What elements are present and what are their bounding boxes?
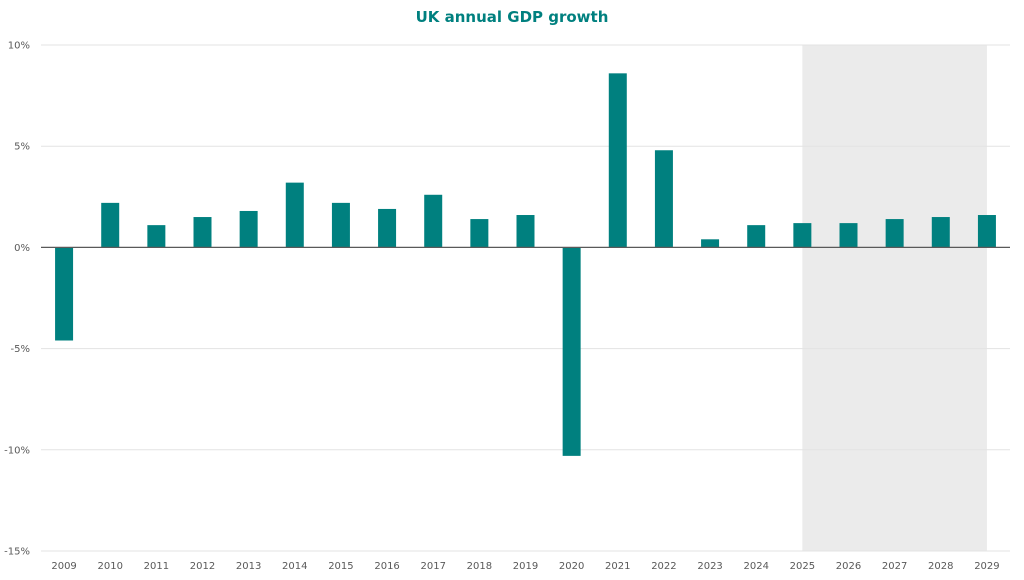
bar-2029 xyxy=(977,215,996,248)
bar-2011 xyxy=(147,225,166,248)
bar-2017 xyxy=(424,194,443,248)
bar-2019 xyxy=(516,215,535,248)
bar-2025 xyxy=(793,223,812,248)
bar-2016 xyxy=(378,208,397,248)
bar-2009 xyxy=(55,247,74,341)
x-tick-label: 2018 xyxy=(467,561,492,572)
bar-2027 xyxy=(885,219,904,248)
bar-2028 xyxy=(931,217,950,248)
x-tick-label: 2011 xyxy=(144,561,169,572)
y-tick-label: 10% xyxy=(8,41,30,52)
y-tick-label: 5% xyxy=(14,142,30,153)
bar-2024 xyxy=(747,225,766,248)
y-tick-label: 0% xyxy=(14,243,30,254)
x-tick-label: 2017 xyxy=(420,561,445,572)
x-tick-label: 2021 xyxy=(605,561,630,572)
bar-2020 xyxy=(562,247,581,456)
y-tick-label: -15% xyxy=(4,547,30,558)
x-tick-label: 2014 xyxy=(282,561,307,572)
x-tick-label: 2028 xyxy=(928,561,953,572)
x-tick-label: 2009 xyxy=(51,561,76,572)
chart-title: UK annual GDP growth xyxy=(415,8,609,26)
x-tick-label: 2025 xyxy=(790,561,815,572)
x-tick-label: 2016 xyxy=(374,561,399,572)
bar-2012 xyxy=(193,217,212,248)
y-tick-label: -10% xyxy=(4,445,30,456)
x-tick-label: 2010 xyxy=(97,561,122,572)
bar-2013 xyxy=(239,210,258,248)
y-tick-label: -5% xyxy=(11,344,30,355)
x-tick-label: 2023 xyxy=(697,561,722,572)
x-tick-label: 2024 xyxy=(743,561,768,572)
bar-2021 xyxy=(608,73,627,248)
x-tick-label: 2022 xyxy=(651,561,676,572)
bar-2023 xyxy=(701,239,720,248)
x-tick-label: 2027 xyxy=(882,561,907,572)
bar-2026 xyxy=(839,223,858,248)
x-tick-label: 2013 xyxy=(236,561,261,572)
forecast-shading xyxy=(802,45,987,551)
bar-2018 xyxy=(470,219,489,248)
x-tick-label: 2026 xyxy=(836,561,861,572)
x-tick-label: 2019 xyxy=(513,561,538,572)
bar-2010 xyxy=(101,202,120,248)
bar-2015 xyxy=(331,202,350,248)
bar-2022 xyxy=(654,150,673,248)
bar-2014 xyxy=(285,182,304,248)
x-tick-label: 2012 xyxy=(190,561,215,572)
x-tick-label: 2029 xyxy=(974,561,999,572)
x-tick-label: 2015 xyxy=(328,561,353,572)
x-tick-label: 2020 xyxy=(559,561,584,572)
